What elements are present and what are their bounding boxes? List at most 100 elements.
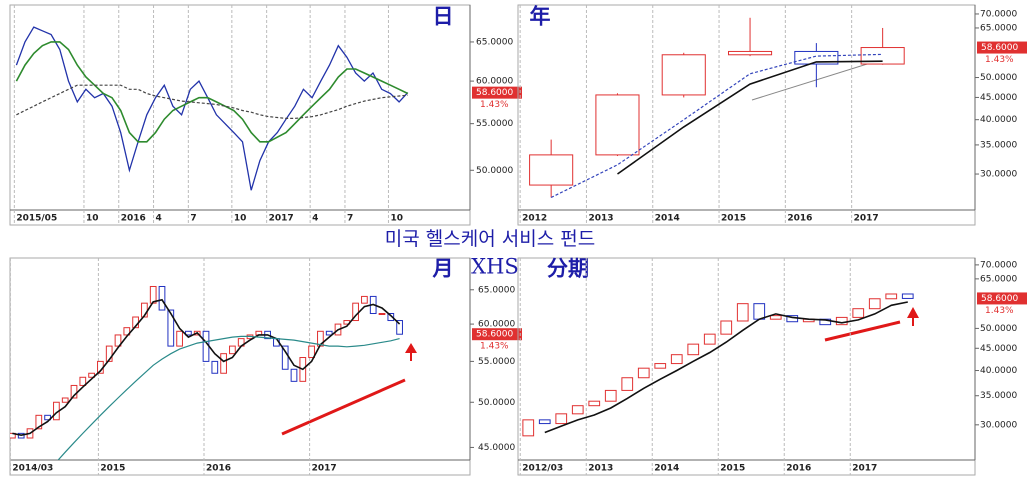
candle-body [220,353,227,374]
candle-body [10,432,16,439]
candle-body [621,377,634,391]
candle-body [654,363,667,369]
moving-average [617,60,883,175]
candle-body [105,345,113,362]
x-tick-label: 2015 [721,214,746,224]
candle-body [835,316,848,326]
x-tick-label: 2016 [787,214,812,224]
trend-annotation [281,378,406,436]
candle-body [123,327,131,336]
plot-area [15,26,409,191]
x-tick-label: 2015 [720,464,745,474]
candle-body [555,413,568,425]
candle-body [637,367,650,379]
y-tick-label: 30.0000 [980,170,1017,180]
last-price-label: 58.6000 [981,294,1018,304]
panel-title: 日 [433,4,454,29]
x-tick-label: 2012/03 [522,464,563,474]
arrow-annotation [907,307,919,326]
candle-body [794,50,839,65]
x-tick-label: 2017 [852,464,877,474]
x-tick-label: 10 [234,214,247,224]
y-tick-label: 70.0000 [980,260,1017,270]
y-tick-label: 65.0000 [478,285,515,295]
candle-body [901,293,914,299]
candle-body [176,330,183,347]
candle-body [670,354,683,365]
candle-body [114,334,122,347]
x-tick-label: 2017 [312,464,337,474]
candle-body [378,313,386,316]
y-tick-label: 50.0000 [476,166,513,176]
candle-body [769,315,782,320]
x-tick-label: 10 [86,214,99,224]
candle-body [325,330,333,336]
candle-body [885,293,898,300]
x-tick-label: 4 [156,214,162,224]
panel-title: 年 [530,4,551,29]
y-tick-label: 35.0000 [980,391,1017,401]
candle-body [860,47,905,65]
x-tick-label: 2013 [588,214,613,224]
x-tick-label: 2012 [522,214,547,224]
last-price-label: 58.6000 [476,88,513,98]
candle-body [229,345,236,355]
candle-body [687,343,700,356]
y-tick-label: 40.0000 [980,115,1017,125]
candle-body [61,397,69,403]
x-tick-label: 2016 [206,464,231,474]
candle-body [290,368,298,382]
y-tick-label: 30.0000 [980,420,1017,430]
candle-body [522,419,535,437]
candle-body [604,389,617,402]
candle-body [211,360,219,374]
y-tick-label: 65.0000 [980,274,1017,284]
candle-body [44,414,51,421]
candle-body [202,330,210,362]
y-tick-label: 35.0000 [980,140,1017,150]
candle-body [167,309,175,347]
x-tick-label: 2015/05 [16,214,57,224]
x-tick-label: 2017 [269,214,294,224]
arrow-annotation [405,343,417,361]
plot-area [522,293,914,437]
trend-annotation [824,320,901,342]
moving-average [12,298,401,437]
candle-body [308,345,315,359]
x-tick-label: 4 [312,214,318,224]
x-tick-label: 2014 [654,464,679,474]
candle-body [35,414,43,430]
candle-body [720,320,733,335]
moving-average [16,84,408,119]
candle-body [703,333,716,345]
ticker: XHS [471,255,519,279]
x-tick-label: 2013 [588,464,613,474]
x-tick-label: 2016 [121,214,146,224]
y-tick-label: 65.0000 [980,23,1017,33]
candle-body [736,303,749,322]
y-tick-label: 50.0000 [980,73,1017,83]
candle-body [361,295,368,304]
plot-area [10,285,403,460]
last-price-box [472,328,522,341]
y-tick-label: 65.0000 [476,37,513,47]
panel-title: 月 [432,256,454,281]
y-tick-label: 60.0000 [476,77,513,87]
price-line [15,26,409,191]
x-tick-label: 2014 [655,214,680,224]
candle-body [185,330,192,336]
candle-body [595,94,640,156]
last-price-label: 58.6000 [981,43,1018,53]
x-tick-label: 2016 [786,464,811,474]
y-tick-label: 40.0000 [980,366,1017,376]
last-price-box [977,41,1027,54]
y-tick-label: 60.0000 [478,320,515,330]
y-tick-label: 50.0000 [478,398,515,408]
main-title: 미국 헬스케어 서비스 펀드 [385,228,595,250]
moving-average [57,335,400,460]
candle-body [852,308,865,318]
plot-area [529,17,905,199]
candle-body [281,345,289,370]
candle-body [396,320,403,335]
